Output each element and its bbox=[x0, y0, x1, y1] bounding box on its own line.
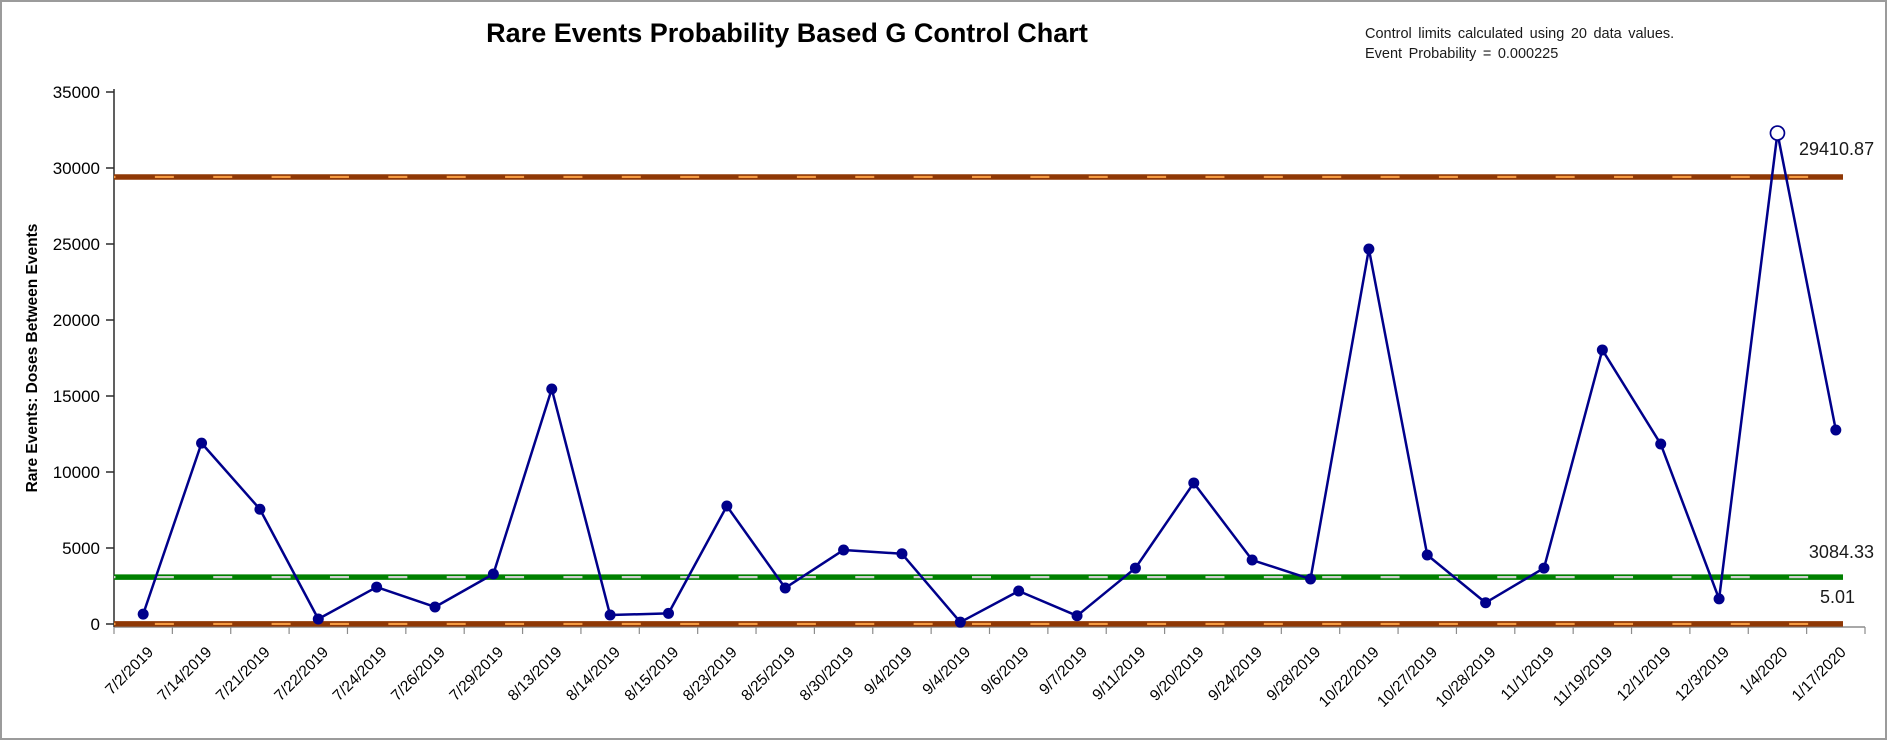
data-point-marker bbox=[1538, 562, 1550, 574]
x-tick-label: 1/17/2020 bbox=[1789, 644, 1850, 705]
data-point-marker bbox=[1246, 554, 1258, 566]
data-point-marker bbox=[487, 568, 499, 580]
data-point-marker bbox=[1713, 593, 1725, 605]
data-point-marker bbox=[779, 582, 791, 594]
data-point-marker bbox=[1421, 549, 1433, 561]
y-tick-label: 0 bbox=[91, 615, 100, 634]
data-point-marker bbox=[838, 544, 850, 556]
data-point-marker bbox=[604, 609, 616, 621]
data-point-marker bbox=[1071, 610, 1083, 622]
data-point-marker bbox=[721, 500, 733, 512]
data-point-marker bbox=[312, 613, 324, 625]
x-tick-label: 9/6/2019 bbox=[978, 644, 1033, 699]
data-point-marker bbox=[1596, 344, 1608, 356]
x-tick-label: 7/22/2019 bbox=[271, 644, 332, 705]
y-tick-label: 35000 bbox=[53, 83, 100, 102]
x-tick-label: 12/3/2019 bbox=[1672, 644, 1733, 705]
series-line bbox=[142, 131, 1838, 624]
data-point-marker bbox=[196, 437, 208, 449]
x-tick-label: 9/24/2019 bbox=[1205, 644, 1266, 705]
data-point-marker bbox=[662, 607, 674, 619]
x-tick-label: 12/1/2019 bbox=[1614, 644, 1675, 705]
x-tick-label: 7/26/2019 bbox=[388, 644, 449, 705]
y-tick-label: 5000 bbox=[62, 539, 100, 558]
data-point-marker bbox=[371, 581, 383, 593]
x-tick-label: 9/4/2019 bbox=[861, 644, 916, 699]
data-point-marker bbox=[1305, 573, 1317, 585]
data-point-marker bbox=[254, 503, 266, 515]
x-tick-label: 9/7/2019 bbox=[1036, 644, 1091, 699]
x-tick-label: 10/27/2019 bbox=[1374, 644, 1441, 711]
data-point-marker bbox=[1363, 243, 1375, 255]
y-tick-label: 20000 bbox=[53, 311, 100, 330]
data-point-marker bbox=[137, 608, 149, 620]
data-point-marker bbox=[954, 616, 966, 628]
data-point-marker bbox=[1480, 597, 1492, 609]
data-point-marker bbox=[896, 548, 908, 560]
data-point-marker bbox=[1188, 477, 1200, 489]
data-point-marker bbox=[1830, 424, 1842, 436]
y-tick-label: 10000 bbox=[53, 463, 100, 482]
data-point-marker bbox=[1129, 562, 1141, 574]
control-limit-note-line1: Control limits calculated using 20 data … bbox=[1365, 26, 1675, 42]
y-tick-label: 15000 bbox=[53, 387, 100, 406]
x-tick-label: 8/25/2019 bbox=[738, 644, 799, 705]
x-tick-label: 8/13/2019 bbox=[505, 644, 566, 705]
cl-value-label: 3084.33 bbox=[1809, 542, 1874, 562]
x-tick-label: 8/14/2019 bbox=[563, 644, 624, 705]
data-point-marker bbox=[1013, 585, 1025, 597]
out-of-control-marker bbox=[1769, 125, 1786, 141]
x-tick-label: 8/23/2019 bbox=[680, 644, 741, 705]
x-tick-label: 10/22/2019 bbox=[1316, 644, 1383, 711]
x-tick-label: 10/28/2019 bbox=[1433, 644, 1500, 711]
data-point-marker bbox=[1655, 438, 1667, 450]
x-tick-label: 9/11/2019 bbox=[1089, 644, 1149, 704]
x-tick-label: 11/1/2019 bbox=[1498, 644, 1558, 704]
x-tick-label: 9/20/2019 bbox=[1147, 644, 1208, 705]
lcl-value-label: 5.01 bbox=[1820, 587, 1855, 607]
x-tick-label: 1/4/2020 bbox=[1737, 644, 1792, 699]
x-tick-label: 7/29/2019 bbox=[446, 644, 507, 705]
data-point-marker bbox=[546, 383, 558, 395]
control-limit-note-line2: Event Probability = 0.000225 bbox=[1365, 46, 1559, 63]
x-tick-label: 7/2/2019 bbox=[102, 644, 157, 699]
data-point-marker bbox=[429, 601, 441, 613]
y-tick-label: 25000 bbox=[53, 235, 100, 254]
chart-title: Rare Events Probability Based G Control … bbox=[486, 18, 1088, 48]
control-limit-note: Control limits calculated using 20 data … bbox=[1365, 24, 1765, 65]
x-tick-label: 7/14/2019 bbox=[155, 644, 216, 705]
x-tick-label: 7/24/2019 bbox=[330, 644, 391, 705]
y-tick-label: 30000 bbox=[53, 159, 100, 178]
x-tick-label: 8/30/2019 bbox=[797, 644, 858, 705]
ucl-value-label: 29410.87 bbox=[1799, 139, 1874, 159]
x-tick-label: 11/19/2019 bbox=[1550, 644, 1616, 710]
x-tick-label: 9/4/2019 bbox=[919, 644, 974, 699]
x-tick-label: 7/21/2019 bbox=[213, 644, 274, 705]
x-tick-label: 8/15/2019 bbox=[622, 644, 683, 705]
x-tick-label: 9/28/2019 bbox=[1264, 644, 1325, 705]
